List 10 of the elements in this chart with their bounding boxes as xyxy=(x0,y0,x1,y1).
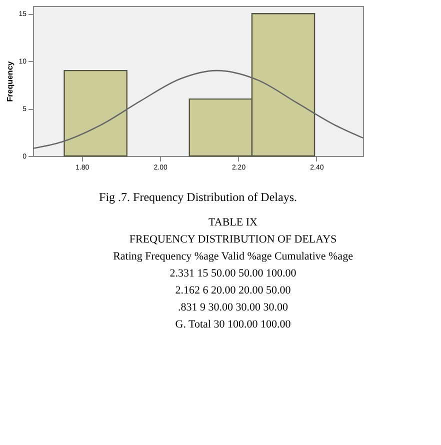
y-axis-title: Frequency xyxy=(6,60,15,102)
text: G. Total 30 100.00 100.00 xyxy=(175,318,292,330)
line-series xyxy=(32,70,364,150)
text: Rating Frequency %age Valid %age Cumulative %age xyxy=(113,250,354,262)
text: FREQUENCY DISTRIBUTION OF DELAYS xyxy=(129,234,337,246)
text: Fig .7. Frequency Distribution of Delays. xyxy=(99,190,297,204)
text: TABLE IX xyxy=(208,216,258,228)
text: .831 9 30.00 30.00 30.00 xyxy=(178,302,288,314)
text: 2.331 15 50.00 50.00 100.00 xyxy=(170,268,297,280)
text: 2.162 6 20.00 20.00 50.00 xyxy=(175,284,292,296)
